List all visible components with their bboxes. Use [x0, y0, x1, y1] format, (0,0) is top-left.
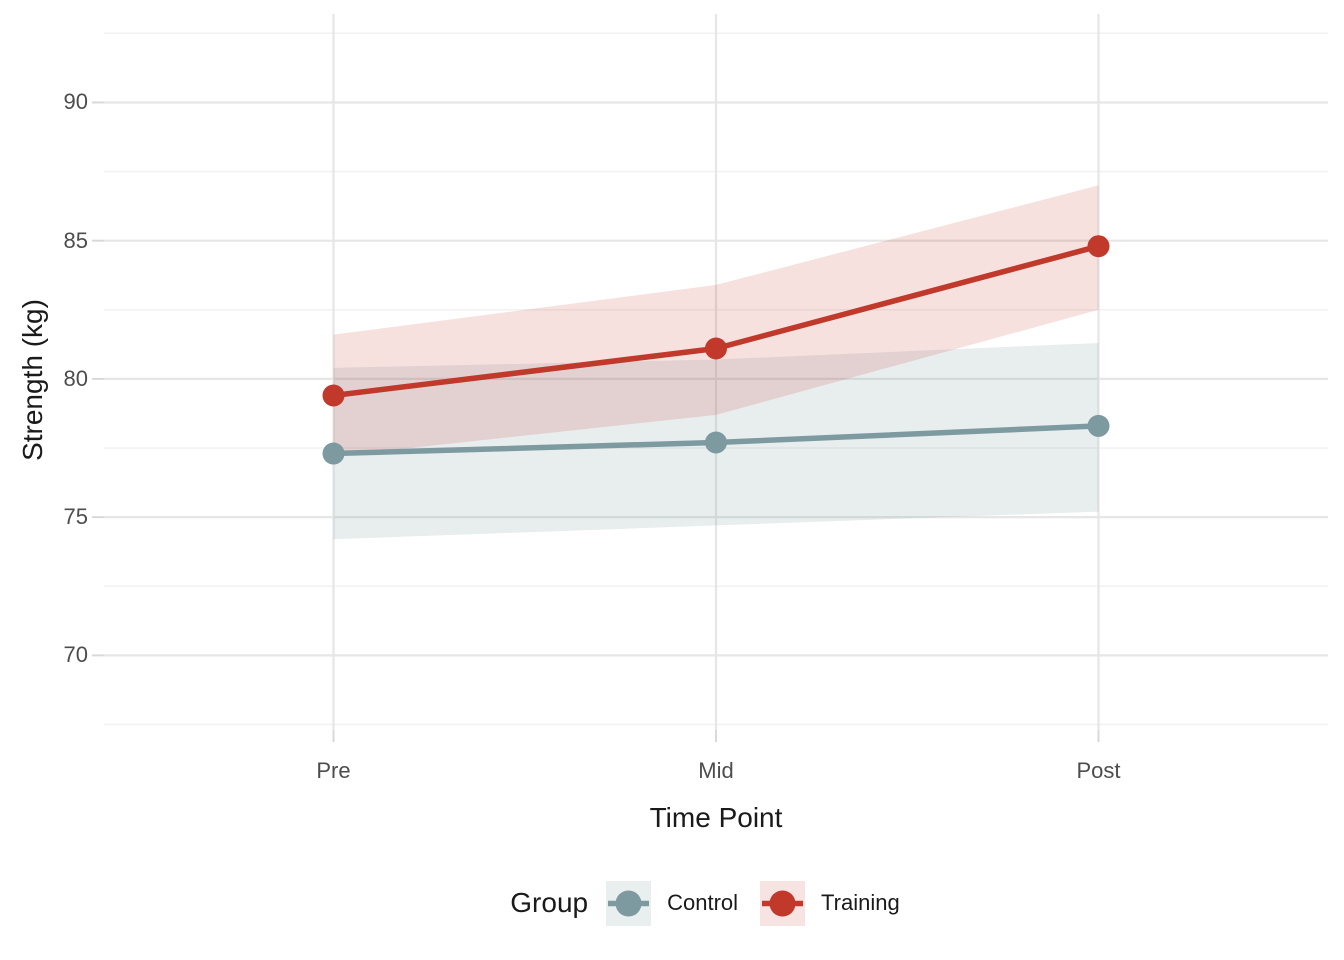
y-tick-label-75: 75: [63, 504, 88, 530]
legend: Group Control Training: [104, 876, 1328, 930]
point-training-mid: [705, 337, 727, 360]
legend-title: Group: [510, 887, 589, 918]
point-control-post: [1087, 414, 1110, 437]
y-tick-label-90: 90: [63, 89, 88, 115]
ribbon-training: [333, 185, 1099, 457]
x-axis-title: Time Point: [649, 802, 783, 833]
x-tick-label-post: Post: [1076, 758, 1121, 783]
legend-key-training: [760, 880, 806, 926]
y-tick-label-70: 70: [63, 642, 88, 668]
legend-key-control: [606, 880, 652, 926]
point-training-post: [1087, 235, 1110, 258]
y-tick-label-85: 85: [63, 227, 88, 253]
x-tick-label-pre: Pre: [316, 758, 351, 783]
legend-key-glyph-control: [608, 890, 650, 916]
y-tick-label-80: 80: [63, 365, 88, 391]
legend-key-point: [615, 890, 642, 916]
legend-label-training: Training: [821, 890, 900, 915]
legend-key-point: [769, 890, 796, 916]
point-control-pre: [322, 442, 345, 465]
x-tick-label-mid: Mid: [698, 758, 734, 783]
y-axis-title: Strength (kg): [17, 299, 48, 461]
legend-key-glyph-training: [762, 890, 804, 916]
point-training-pre: [322, 384, 345, 407]
point-control-mid: [705, 431, 727, 454]
legend-label-control: Control: [667, 890, 739, 915]
